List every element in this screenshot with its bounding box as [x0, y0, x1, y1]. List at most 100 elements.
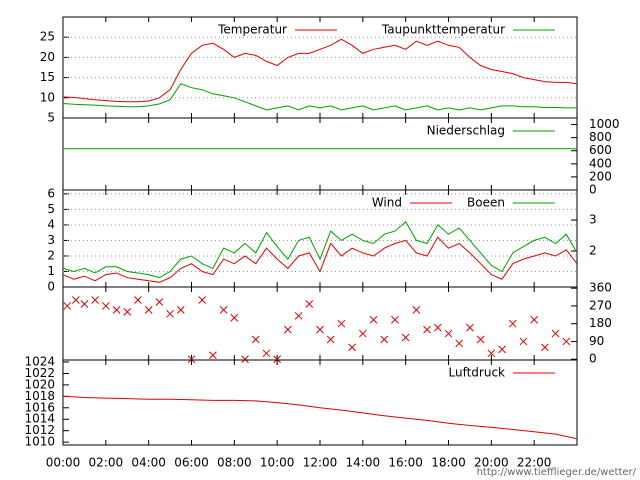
point	[498, 345, 506, 354]
x-tick-label: 18:00	[431, 456, 466, 470]
point	[476, 335, 485, 344]
y2-tick-label: 3	[589, 213, 597, 227]
x-tick-label: 08:00	[217, 456, 252, 470]
y2-tick-label: 0	[589, 352, 597, 366]
point	[284, 325, 292, 334]
point	[80, 300, 89, 308]
point	[391, 315, 399, 324]
point	[219, 306, 228, 314]
point	[273, 355, 282, 364]
point	[433, 323, 442, 332]
point	[358, 329, 367, 338]
y2-tick-label: 2	[589, 244, 597, 258]
y2-tick-label: 180	[589, 316, 612, 330]
y-tick-label: 1022	[24, 366, 55, 380]
x-tick-label: 10:00	[260, 456, 295, 470]
y-tick-label: 1010	[24, 435, 55, 449]
y-tick-label: 3	[47, 233, 55, 247]
point	[541, 343, 549, 352]
point	[305, 300, 314, 308]
point	[519, 337, 528, 346]
y-tick-label: 1	[47, 264, 55, 278]
point	[166, 309, 174, 318]
y-tick-label: 0	[47, 280, 55, 294]
y-tick-label: 2	[47, 248, 55, 262]
series-line	[62, 236, 578, 283]
point	[294, 311, 303, 320]
point	[209, 351, 217, 360]
point	[251, 335, 260, 344]
y-tick-label: 1024	[24, 355, 55, 369]
point	[326, 335, 335, 344]
point	[91, 296, 99, 304]
x-tick-label: 22:00	[517, 456, 552, 470]
point	[71, 296, 80, 304]
y2-tick-label: 270	[589, 298, 612, 312]
series-line	[62, 221, 578, 279]
y-tick-label: 1014	[24, 412, 55, 426]
point	[551, 329, 560, 338]
point	[101, 302, 110, 310]
point	[401, 333, 410, 342]
point	[63, 302, 72, 310]
y-tick-label: 1016	[24, 400, 55, 414]
point	[230, 313, 239, 322]
x-tick-label: 06:00	[174, 456, 209, 470]
point	[487, 349, 496, 358]
series-line	[62, 38, 578, 103]
x-tick-label: 04:00	[131, 456, 166, 470]
point	[423, 325, 431, 334]
y2-tick-label: 0	[589, 183, 597, 197]
point	[508, 319, 517, 328]
y-tick-label: 10	[40, 90, 55, 104]
point	[562, 337, 571, 346]
x-tick-label: 20:00	[474, 456, 509, 470]
legend-label: Niederschlag	[427, 124, 505, 138]
point	[155, 298, 164, 306]
point	[530, 315, 539, 324]
point	[316, 325, 324, 334]
x-tick-label: 16:00	[388, 456, 423, 470]
legend-label: Luftdruck	[448, 366, 505, 380]
y-tick-label: 1012	[24, 423, 55, 437]
y-tick-label: 25	[40, 30, 55, 44]
point	[241, 355, 249, 364]
point	[198, 296, 207, 304]
y-tick-label: 6	[47, 186, 55, 200]
y-tick-label: 15	[40, 70, 55, 84]
point	[187, 355, 196, 364]
point	[455, 339, 464, 348]
y2-tick-label: 360	[589, 281, 612, 295]
y-tick-label: 5	[47, 111, 55, 125]
y-tick-label: 4	[47, 217, 55, 231]
y-tick-label: 20	[40, 50, 55, 64]
y2-tick-label: 90	[589, 334, 604, 348]
x-tick-label: 02:00	[89, 456, 124, 470]
point	[123, 308, 132, 316]
point	[134, 296, 142, 304]
x-tick-label: 14:00	[346, 456, 381, 470]
x-tick-label: 00:00	[46, 456, 81, 470]
series-line	[62, 83, 577, 111]
point	[466, 323, 474, 332]
point	[348, 343, 356, 352]
x-tick-label: 12:00	[303, 456, 338, 470]
legend-label: Wind	[372, 196, 402, 210]
legend-label: Taupunkttemperatur	[381, 23, 505, 37]
y2-tick-label: 200	[589, 169, 612, 183]
y2-tick-label: 800	[589, 130, 612, 144]
point	[112, 306, 121, 314]
y2-tick-label: 600	[589, 143, 612, 157]
point	[337, 319, 346, 328]
y-tick-label: 5	[47, 202, 55, 216]
y2-tick-label: 1000	[589, 117, 620, 131]
point	[380, 335, 389, 344]
point	[444, 329, 453, 338]
y-tick-label: 1020	[24, 377, 55, 391]
footer-url: http://www.tiefflieger.de/wetter/	[477, 467, 637, 478]
y2-tick-label: 400	[589, 156, 612, 170]
legend-label: Temperatur	[217, 23, 287, 37]
series-line	[62, 395, 578, 440]
legend-label: Boeen	[467, 196, 505, 210]
